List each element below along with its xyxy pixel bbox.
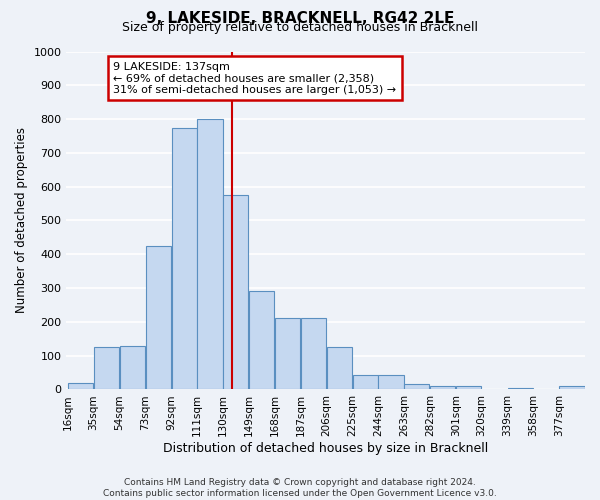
X-axis label: Distribution of detached houses by size in Bracknell: Distribution of detached houses by size … — [163, 442, 488, 455]
Bar — [197, 119, 223, 390]
Bar — [301, 318, 326, 390]
Bar — [404, 384, 430, 390]
Bar — [327, 347, 352, 390]
Bar — [68, 384, 93, 390]
Bar — [172, 128, 197, 390]
Bar — [353, 376, 378, 390]
Bar — [120, 346, 145, 390]
Bar — [559, 386, 584, 390]
Bar — [94, 347, 119, 390]
Bar — [275, 318, 300, 390]
Bar — [456, 386, 481, 390]
Text: 9 LAKESIDE: 137sqm
← 69% of detached houses are smaller (2,358)
31% of semi-deta: 9 LAKESIDE: 137sqm ← 69% of detached hou… — [113, 62, 396, 95]
Bar — [223, 195, 248, 390]
Text: 9, LAKESIDE, BRACKNELL, RG42 2LE: 9, LAKESIDE, BRACKNELL, RG42 2LE — [146, 11, 454, 26]
Bar — [379, 376, 404, 390]
Text: Contains HM Land Registry data © Crown copyright and database right 2024.
Contai: Contains HM Land Registry data © Crown c… — [103, 478, 497, 498]
Bar — [146, 246, 171, 390]
Text: Size of property relative to detached houses in Bracknell: Size of property relative to detached ho… — [122, 22, 478, 35]
Bar — [508, 388, 533, 390]
Bar — [430, 386, 455, 390]
Bar — [249, 292, 274, 390]
Y-axis label: Number of detached properties: Number of detached properties — [15, 128, 28, 314]
